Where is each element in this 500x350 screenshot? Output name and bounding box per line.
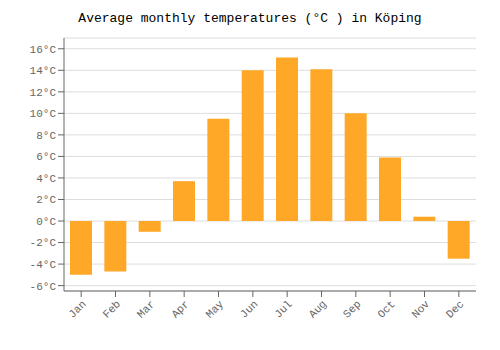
- svg-text:4°C: 4°C: [36, 173, 56, 185]
- svg-text:Aug: Aug: [307, 298, 329, 320]
- svg-text:2°C: 2°C: [36, 194, 56, 206]
- svg-text:Jan: Jan: [66, 298, 88, 320]
- svg-text:Mar: Mar: [135, 298, 157, 320]
- svg-text:Feb: Feb: [101, 298, 123, 320]
- svg-text:6°C: 6°C: [36, 151, 56, 163]
- svg-text:-2°C: -2°C: [30, 237, 57, 249]
- svg-text:12°C: 12°C: [30, 87, 57, 99]
- svg-text:16°C: 16°C: [30, 44, 57, 56]
- svg-text:-6°C: -6°C: [30, 281, 57, 293]
- svg-text:0°C: 0°C: [36, 216, 56, 228]
- svg-text:Jul: Jul: [272, 298, 294, 320]
- svg-text:May: May: [204, 298, 227, 321]
- svg-text:14°C: 14°C: [30, 65, 57, 77]
- svg-text:Sep: Sep: [341, 298, 363, 320]
- svg-text:Oct: Oct: [375, 298, 397, 320]
- svg-text:Nov: Nov: [410, 298, 433, 321]
- svg-text:10°C: 10°C: [30, 108, 57, 120]
- svg-text:-4°C: -4°C: [30, 259, 57, 271]
- svg-text:8°C: 8°C: [36, 130, 56, 142]
- svg-text:Dec: Dec: [444, 298, 466, 320]
- svg-text:Jun: Jun: [238, 298, 260, 320]
- svg-text:Apr: Apr: [169, 298, 191, 320]
- html-text:Average monthly temperatures (: Average monthly temperatures (°C ) in Kö…: [78, 11, 422, 26]
